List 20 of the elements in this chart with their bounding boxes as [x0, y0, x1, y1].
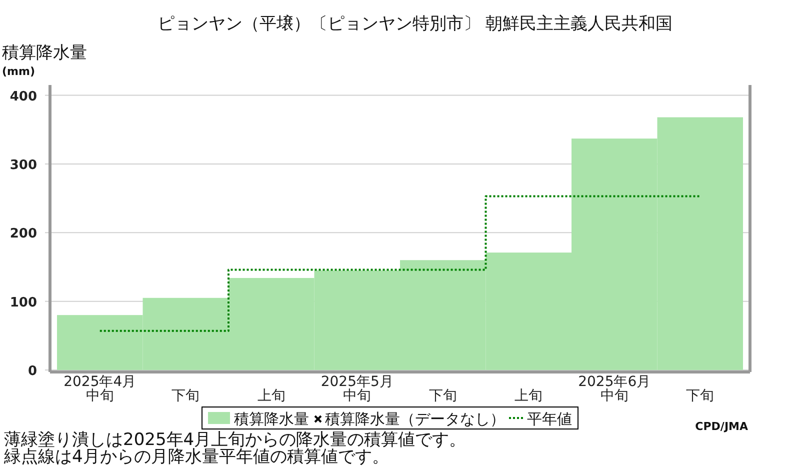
text: 緑点線は4月からの月降水量平年値の積算値です。 — [3, 447, 389, 467]
y-axis-title: 積算降水量(mm) — [2, 43, 87, 78]
x-tick-label: 2025年5月中旬 — [320, 374, 394, 404]
x-tick-label: 2025年4月中旬 — [64, 374, 136, 404]
y-tick-label: 300 — [10, 158, 37, 173]
text: CPD/JMA — [695, 420, 748, 433]
x-tick-label: 下旬 — [428, 388, 457, 404]
x-tick-label: 2025年6月中旬 — [578, 374, 651, 404]
legend-label: 積算降水量（データなし） — [325, 410, 505, 428]
x-tick-label: 上旬 — [514, 388, 543, 404]
y-tick-label: 200 — [10, 226, 37, 242]
chart-title: ピョンヤン（平壌）〔ピョンヤン特別市〕 朝鮮民主主義人民共和国 — [157, 14, 673, 34]
x-tick-label: 上旬 — [257, 388, 286, 404]
y-tick-label: 400 — [10, 89, 37, 104]
y-tick-label: 100 — [10, 295, 37, 310]
x-tick-label: 下旬 — [686, 388, 714, 404]
legend-label: 積算降水量 — [234, 410, 309, 428]
y-tick-label: 0 — [28, 364, 37, 379]
legend-label: 平年値 — [527, 410, 572, 428]
x-tick-label: 下旬 — [172, 388, 200, 404]
